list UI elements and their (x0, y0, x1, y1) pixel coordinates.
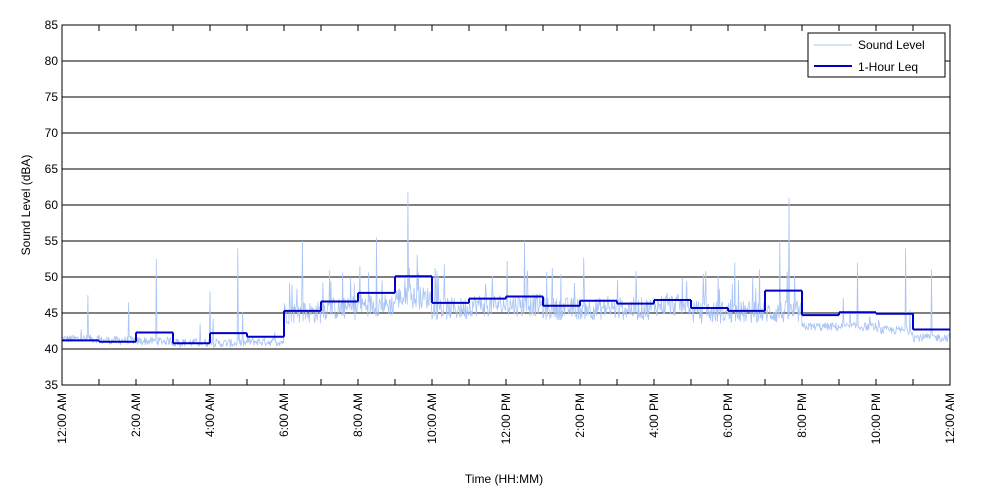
x-tick-label-20: 8:00 PM (795, 393, 809, 438)
y-tick-label-65: 65 (45, 162, 59, 176)
y-tick-label-85: 85 (45, 18, 59, 32)
y-tick-label-45: 45 (45, 306, 59, 320)
legend: Sound Level 1-Hour Leq (807, 32, 946, 78)
series-1-hour-leq (62, 275, 950, 345)
x-tick-label-0: 12:00 AM (55, 393, 69, 444)
legend-label-sound-level: Sound Level (858, 38, 925, 52)
x-axis: 12:00 AM 2:00 AM 4:00 AM 6:00 AM 8:00 AM 10:0… (55, 25, 957, 444)
x-axis-label: Time (HH:MM) (465, 472, 543, 486)
legend-label-1-hour-leq: 1-Hour Leq (858, 60, 918, 74)
series-sound-level (61, 191, 951, 349)
y-tick-label-55: 55 (45, 234, 59, 248)
y-tick-label-35: 35 (45, 378, 59, 392)
x-tick-label-4: 4:00 AM (203, 393, 217, 437)
legend-box (807, 32, 946, 78)
x-tick-label-10: 10:00 AM (425, 393, 439, 444)
x-tick-label-6: 6:00 AM (277, 393, 291, 437)
x-tick-label-22: 10:00 PM (869, 393, 883, 444)
y-tick-label-75: 75 (45, 90, 59, 104)
x-tick-label-12: 12:00 PM (499, 393, 513, 444)
x-tick-label-8: 8:00 AM (351, 393, 365, 437)
gridlines (62, 60, 950, 350)
y-tick-label-60: 60 (45, 198, 59, 212)
sound-level-line (61, 191, 951, 349)
y-tick-label-40: 40 (45, 342, 59, 356)
y-axis: 35 40 45 50 55 60 65 70 75 80 85 (45, 18, 68, 392)
y-axis-label: Sound Level (dBA) (19, 155, 33, 256)
x-tick-label-14: 2:00 PM (573, 393, 587, 438)
y-tick-label-70: 70 (45, 126, 59, 140)
y-tick-label-50: 50 (45, 270, 59, 284)
x-tick-label-16: 4:00 PM (647, 393, 661, 438)
y-tick-label-80: 80 (45, 54, 59, 68)
x-tick-label-18: 6:00 PM (721, 393, 735, 438)
x-tick-label-2: 2:00 AM (129, 393, 143, 437)
x-tick-label-24: 12:00 AM (943, 393, 957, 444)
